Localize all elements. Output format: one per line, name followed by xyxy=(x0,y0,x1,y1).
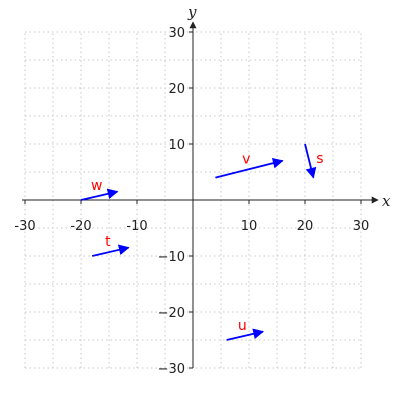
vector-u xyxy=(226,328,265,341)
y-tick-label: 10 xyxy=(168,138,185,153)
x-tick-label: -10 xyxy=(126,219,147,234)
axes: x y -30 -20 -10 10 20 30 −30 −20 −10 10 20 30 xyxy=(14,3,391,377)
x-tick-label: -20 xyxy=(70,219,91,234)
vector-w xyxy=(80,188,119,201)
y-axis-label: y xyxy=(187,3,197,21)
vector-label-s: s xyxy=(316,151,323,167)
vector-label-u: u xyxy=(238,318,247,334)
x-tick-label: 10 xyxy=(241,219,258,234)
x-axis-label: x xyxy=(382,192,391,210)
x-tick-label: 30 xyxy=(353,219,370,234)
vector-v xyxy=(215,157,284,179)
vector-s xyxy=(304,143,317,179)
y-tick-label: 30 xyxy=(168,26,185,41)
vector-label-v: v xyxy=(242,152,250,168)
x-tick-label: 20 xyxy=(297,219,314,234)
x-tick-label: -30 xyxy=(14,219,35,234)
y-tick-label: −30 xyxy=(158,362,185,377)
vector-t xyxy=(91,244,130,257)
y-tick-label: 20 xyxy=(168,82,185,97)
y-tick-label: −20 xyxy=(158,306,185,321)
y-tick-label: −10 xyxy=(158,250,185,265)
vectors: w v s t u xyxy=(80,143,324,341)
vector-label-w: w xyxy=(91,178,102,194)
vector-label-t: t xyxy=(105,234,111,250)
